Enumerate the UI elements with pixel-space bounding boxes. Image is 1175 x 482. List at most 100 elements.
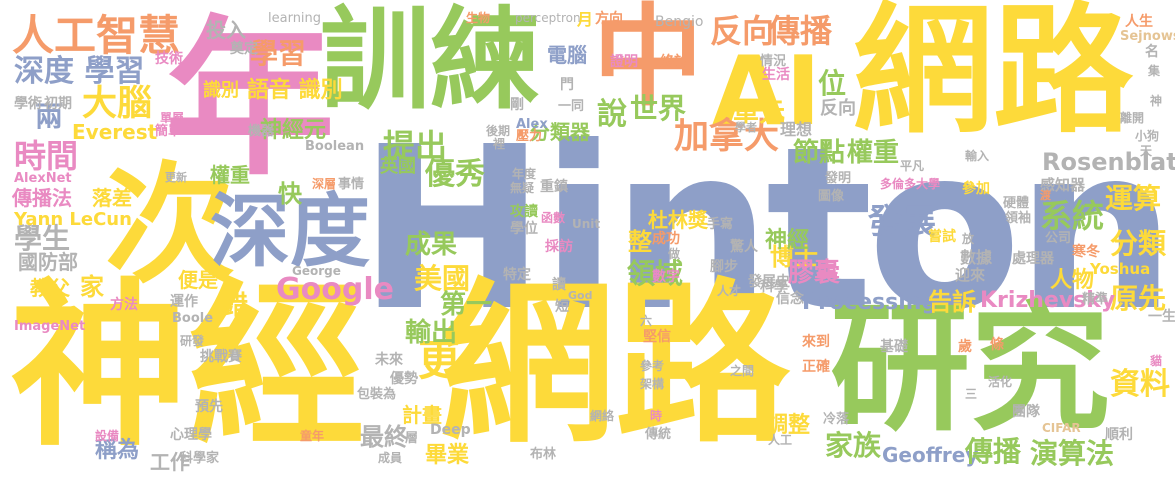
word: 第一	[440, 290, 493, 320]
word: 機器	[248, 124, 275, 139]
word: 一生	[1148, 309, 1175, 325]
word: 圖像	[818, 189, 845, 204]
word: 讀	[552, 277, 566, 293]
word: Google	[276, 272, 394, 307]
word: 生活	[762, 67, 790, 83]
word: 傳播法	[12, 186, 72, 210]
word: 加拿大	[674, 117, 780, 157]
word: 貓	[1150, 354, 1163, 368]
word: 權重	[210, 163, 250, 187]
word: Geoffrey	[882, 443, 979, 467]
word: 錯	[222, 291, 249, 321]
word: 數字	[652, 269, 680, 285]
word: 時	[650, 409, 663, 423]
word: 短	[555, 299, 569, 315]
word: Yann LeCun	[14, 209, 132, 230]
word: 系統	[1040, 197, 1105, 235]
word: CIFAR	[1042, 421, 1081, 435]
word: 研發	[180, 334, 205, 348]
word: 整	[628, 228, 652, 256]
word: 年度	[512, 167, 537, 181]
word: 國防部	[18, 250, 78, 274]
word: ImageNet	[14, 319, 86, 334]
word: 世界	[630, 92, 687, 125]
word: 調整	[766, 413, 811, 438]
word: 語音 識別	[247, 78, 343, 103]
word: 成果	[405, 230, 458, 260]
word: 條	[990, 337, 1004, 353]
word: 英國	[380, 156, 416, 177]
word: 壓力	[516, 129, 543, 144]
word: 告訴	[928, 288, 976, 316]
word: Bengio	[655, 14, 704, 30]
word: 研究	[830, 288, 1111, 451]
word: 反向	[710, 12, 775, 50]
word: 博士	[770, 243, 818, 271]
word: 簡單	[155, 124, 182, 139]
word: 感知器	[1040, 176, 1086, 194]
word: 情況	[760, 54, 787, 69]
word: 電腦	[547, 43, 587, 67]
word: 運作	[170, 294, 198, 310]
word: 之間	[730, 364, 755, 378]
word: 發展史	[748, 274, 790, 290]
word: 人工智慧	[12, 11, 181, 60]
word: 解決	[200, 121, 228, 137]
word: 奠定	[230, 41, 258, 57]
word: 資料	[1110, 367, 1170, 402]
word: 更	[418, 336, 461, 385]
word: 傳統	[645, 427, 672, 442]
word: 堅信	[643, 329, 671, 345]
word: 信念	[776, 291, 804, 307]
word: Alex	[516, 117, 548, 132]
word: 基礎	[880, 339, 908, 355]
word: 深度	[210, 185, 370, 278]
word: 名	[1145, 44, 1159, 60]
word: 時間	[14, 137, 79, 175]
word: 深層	[312, 177, 337, 191]
word: 最終	[360, 423, 408, 451]
word: 處理器	[1012, 251, 1054, 267]
word: Hinton	[358, 99, 1175, 361]
word: Everest	[72, 120, 158, 144]
word: 計畫	[402, 403, 442, 427]
word: 學術	[14, 96, 42, 112]
word: 輸入	[965, 149, 990, 163]
word: 小狗	[1135, 129, 1160, 143]
word: 科學	[760, 279, 788, 295]
word: 一同	[558, 99, 585, 114]
word: 放	[962, 232, 975, 246]
word: George	[292, 264, 341, 278]
word: 離開	[1120, 111, 1145, 125]
word: Rosenblatt	[1042, 148, 1175, 176]
word: 節點	[793, 138, 846, 168]
word: 方向	[595, 11, 623, 27]
word: 裡	[493, 137, 506, 151]
word: Deep	[430, 422, 471, 438]
word: 單層	[160, 111, 185, 125]
word: 天	[1140, 144, 1153, 158]
word: Krizhevsky	[980, 288, 1116, 313]
word: Boolean	[305, 139, 365, 154]
word: perceptron	[515, 11, 581, 25]
word: 反向	[820, 98, 856, 119]
word: 無疑	[510, 181, 535, 195]
word: 渡	[1040, 189, 1051, 202]
word: 發展	[868, 202, 936, 242]
word: 網路	[853, 0, 1134, 153]
word: 驚人	[730, 239, 758, 255]
word: 挑戰賽	[200, 349, 242, 365]
word: 預先	[195, 399, 223, 415]
word: 更新	[165, 171, 187, 184]
word: 兩	[35, 100, 64, 133]
word: 終於	[660, 54, 688, 70]
word: 歲	[958, 339, 972, 355]
word: 家族	[825, 429, 882, 462]
word: 大腦	[82, 84, 153, 124]
word: 層	[405, 431, 419, 446]
word: 正確	[802, 359, 830, 375]
word: 膠囊	[788, 258, 841, 288]
word: 成功	[652, 231, 680, 247]
word: 童年	[300, 429, 325, 443]
word: 網絡	[590, 409, 615, 423]
